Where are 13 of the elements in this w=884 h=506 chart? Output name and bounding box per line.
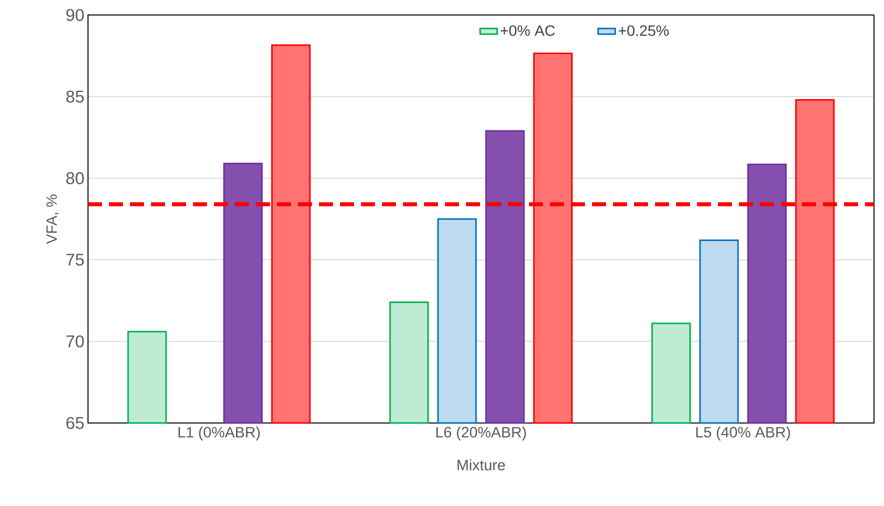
y-tick-label: 90 <box>66 8 84 22</box>
legend-label: +0.25% <box>618 25 669 36</box>
x-tick-label: L6 (20%ABR) <box>436 426 526 440</box>
legend-label: +0% AC <box>500 25 555 36</box>
y-tick-label: 65 <box>66 416 84 430</box>
y-tick-label: 70 <box>66 335 84 348</box>
x-axis-title: Mixture <box>458 459 505 470</box>
x-tick-label: L5 (40% ABR) <box>696 426 790 440</box>
y-axis-title: VFA, % <box>46 194 59 244</box>
x-tick-label: L1 (0%ABR) <box>178 426 260 440</box>
y-tick-label: 80 <box>66 172 84 184</box>
y-tick-label: 75 <box>66 254 84 266</box>
y-tick-label: 85 <box>66 90 84 103</box>
